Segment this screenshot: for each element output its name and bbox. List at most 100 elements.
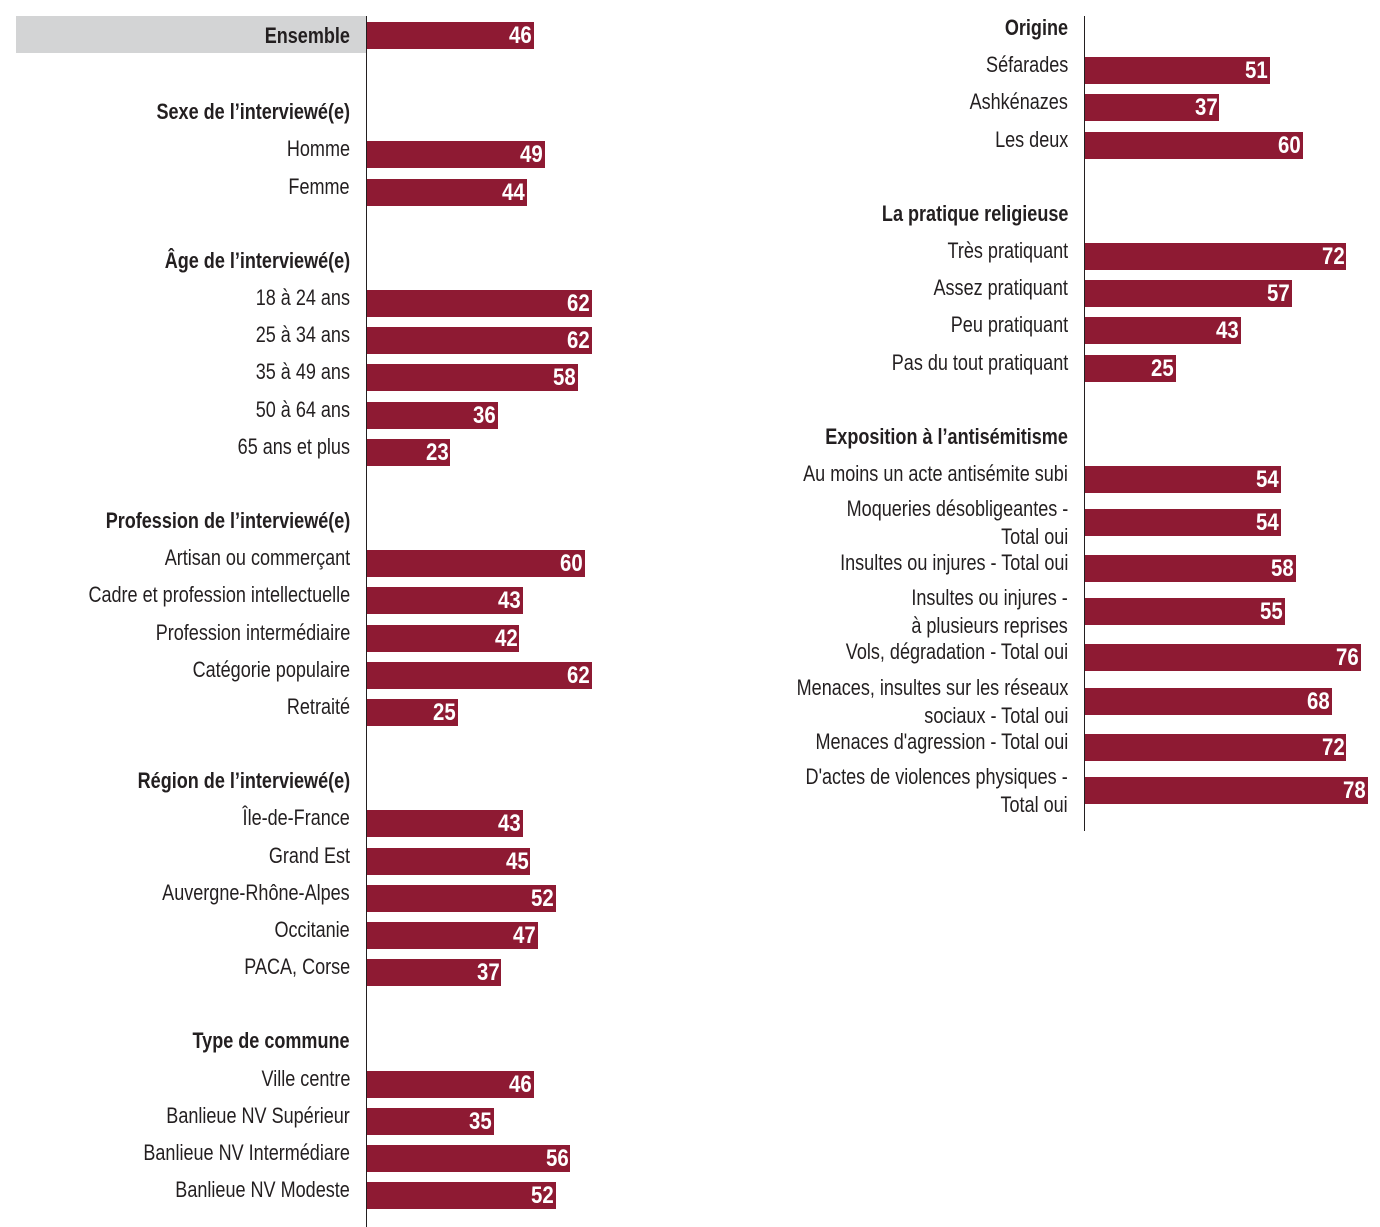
axis-line: [1084, 16, 1085, 831]
data-label: 52: [531, 884, 554, 912]
data-label: 54: [1256, 466, 1280, 493]
category-label: Auvergne-Rhône-Alpes: [162, 879, 350, 905]
category-label: Pas du tout pratiquant: [891, 349, 1068, 375]
data-label: 60: [1278, 131, 1301, 159]
data-label: 37: [476, 959, 500, 987]
data-label: 57: [1267, 280, 1290, 308]
data-label: 58: [552, 364, 576, 392]
bar: 37: [1085, 94, 1220, 122]
category-label: Séfarades: [985, 52, 1068, 78]
bar: 57: [1085, 280, 1292, 308]
category-label: Cadre et profession intellectuelle: [88, 582, 350, 608]
group-title: Origine: [1004, 15, 1068, 40]
bar: 72: [1085, 243, 1347, 270]
axis-line: [366, 16, 367, 1227]
category-label: D'actes de violences physiques - Total o…: [805, 763, 1068, 817]
bar: 47: [367, 922, 538, 949]
data-label: 42: [494, 624, 518, 652]
data-label: 76: [1336, 644, 1359, 672]
category-label: 35 à 49 ans: [255, 359, 350, 385]
data-label: 56: [545, 1145, 569, 1172]
category-label: Menaces d'agression - Total oui: [815, 728, 1068, 754]
bar: 60: [1085, 131, 1303, 159]
bar: 60: [367, 550, 585, 578]
category-label: Insultes ou injures - Total oui: [839, 550, 1068, 576]
data-label: 78: [1343, 776, 1367, 804]
data-label: 62: [567, 661, 591, 689]
category-label: 65 ans et plus: [237, 433, 350, 459]
data-label: 51: [1245, 57, 1269, 85]
bar: 43: [367, 587, 524, 615]
bar: 44: [367, 178, 527, 206]
data-label: 44: [502, 178, 525, 206]
bar: 42: [367, 624, 520, 652]
group-title: La pratique religieuse: [881, 200, 1068, 226]
category-label: 25 à 34 ans: [255, 322, 350, 348]
category-label: Insultes ou injures - à plusieurs repris…: [911, 585, 1068, 639]
bar: 25: [1085, 354, 1176, 382]
bar: 72: [1085, 733, 1347, 761]
category-label: Banlieue NV Supérieur: [166, 1102, 350, 1128]
category-label: Femme: [288, 173, 350, 199]
bar: 56: [367, 1145, 571, 1172]
data-label: 25: [1151, 354, 1174, 382]
category-label: Occitanie: [274, 917, 350, 942]
data-label: 46: [509, 1070, 532, 1098]
data-label: 52: [531, 1182, 554, 1210]
category-label: Homme: [286, 136, 350, 162]
highlight-band: [16, 16, 366, 53]
data-label: 46: [509, 22, 532, 49]
category-label: Menaces, insultes sur les réseaux sociau…: [796, 674, 1068, 728]
bar: 25: [367, 699, 458, 726]
group-title: Ensemble: [264, 23, 350, 48]
data-label: 72: [1321, 733, 1345, 761]
category-label: Banlieue NV Modeste: [175, 1177, 350, 1203]
data-label: 62: [567, 327, 591, 355]
bar: 36: [367, 401, 498, 429]
data-label: 54: [1256, 509, 1280, 537]
category-label: Profession intermédiaire: [155, 619, 350, 645]
bar: 52: [367, 1182, 556, 1210]
data-label: 72: [1321, 243, 1345, 270]
bar: 62: [367, 327, 593, 355]
data-label: 23: [425, 438, 449, 466]
category-label: Retraité: [286, 694, 350, 719]
bar: 45: [367, 847, 531, 875]
data-label: 45: [505, 847, 529, 875]
bar: 43: [1085, 317, 1242, 345]
group-title: Sexe de l’interviewé(e): [156, 99, 350, 125]
bar: 55: [1085, 598, 1285, 626]
group-title: Âge de l’interviewé(e): [164, 247, 350, 273]
data-label: 43: [1216, 317, 1240, 345]
data-label: 35: [469, 1107, 493, 1135]
group-title: Type de commune: [192, 1028, 350, 1054]
data-label: 47: [512, 922, 536, 949]
category-label: 18 à 24 ans: [255, 285, 350, 310]
data-label: 58: [1270, 555, 1294, 583]
group-title: Exposition à l’antisémitisme: [825, 423, 1068, 449]
data-label: 43: [498, 587, 522, 615]
category-label: Catégorie populaire: [192, 656, 350, 682]
bar: 35: [367, 1107, 495, 1135]
data-label: 36: [472, 401, 496, 429]
data-label: 43: [498, 810, 522, 838]
category-label: Assez pratiquant: [933, 275, 1068, 301]
bar: 43: [367, 810, 524, 838]
data-label: 55: [1259, 598, 1283, 626]
category-label: Vols, dégradation - Total oui: [845, 639, 1068, 665]
data-label: 60: [560, 550, 583, 578]
category-label: Grand Est: [268, 842, 350, 868]
bar: 49: [367, 141, 545, 169]
bar: 51: [1085, 57, 1271, 85]
category-label: Artisan ou commerçant: [164, 545, 350, 571]
category-label: Ashkénazes: [969, 89, 1068, 115]
bar: 23: [367, 438, 451, 466]
data-label: 37: [1194, 94, 1218, 122]
bar: 37: [367, 959, 502, 987]
bar: 46: [367, 22, 534, 49]
data-label: 68: [1307, 687, 1330, 715]
bar: 76: [1085, 644, 1361, 672]
bar: 54: [1085, 509, 1282, 537]
bar: 58: [1085, 555, 1296, 583]
